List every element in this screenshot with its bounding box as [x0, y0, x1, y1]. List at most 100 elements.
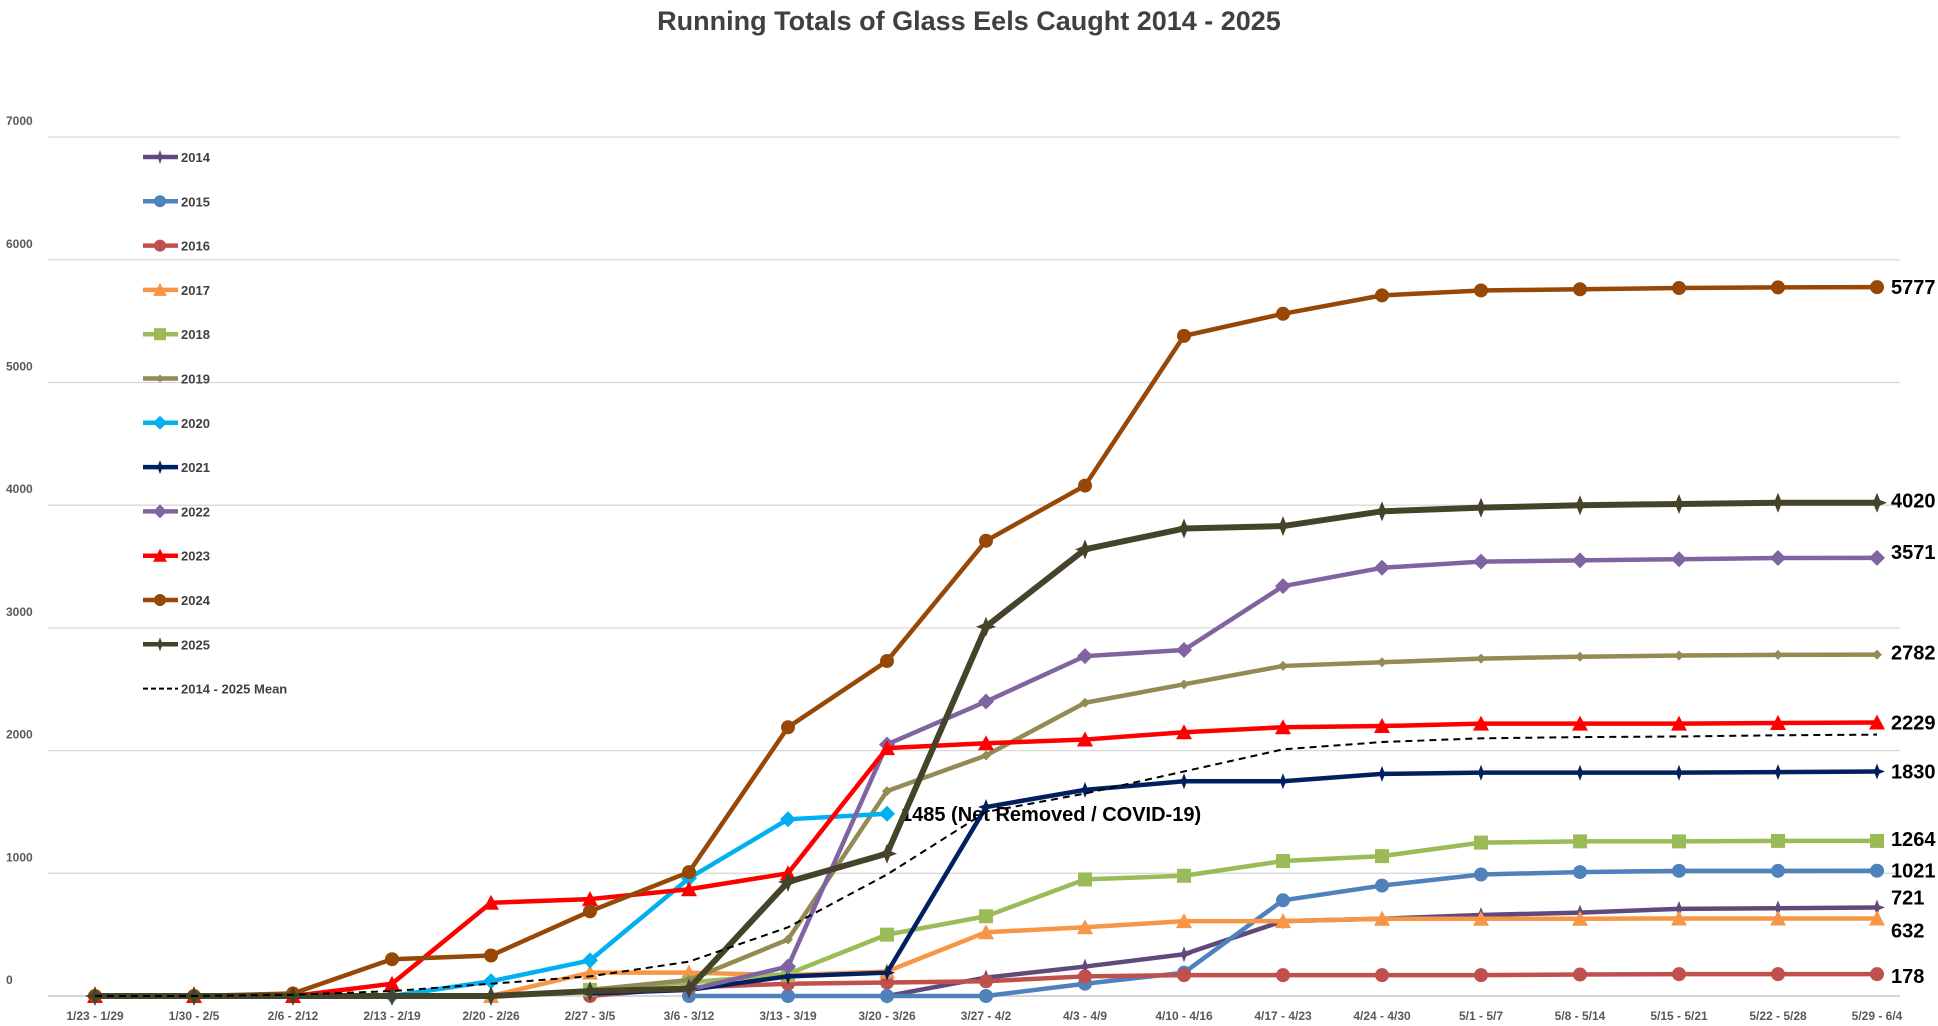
data-point — [780, 811, 796, 828]
series-line — [589, 652, 1878, 993]
data-point — [1573, 865, 1587, 880]
data-point — [882, 786, 892, 797]
data-point — [1177, 328, 1191, 343]
data-point — [1671, 551, 1687, 568]
data-point — [880, 989, 894, 1003]
data-point — [681, 881, 697, 897]
data-point — [1276, 854, 1290, 869]
data-point — [1273, 516, 1293, 537]
data-point — [1572, 764, 1588, 781]
data-point — [978, 693, 994, 710]
data-point — [1176, 724, 1192, 740]
legend-label: 2016 — [181, 239, 210, 254]
data-point — [1374, 910, 1390, 926]
data-point — [1869, 910, 1885, 926]
data-point — [979, 909, 993, 924]
data-point — [880, 927, 894, 942]
x-tick-label: 4/3 - 4/9 — [1063, 1009, 1107, 1023]
data-point — [1672, 834, 1686, 849]
data-point — [1672, 863, 1686, 878]
x-tick-label: 4/17 - 4/23 — [1254, 1009, 1312, 1023]
legend-label: 2023 — [181, 549, 210, 564]
data-point — [484, 948, 498, 963]
data-point — [1671, 715, 1687, 731]
legend-item: 2022 — [143, 504, 210, 519]
y-tick-label: 1000 — [6, 850, 33, 864]
end-value-label: 178 — [1891, 966, 1924, 988]
legend-label: 2015 — [181, 194, 210, 209]
data-point — [879, 740, 895, 756]
legend-marker — [153, 460, 167, 475]
data-point — [1177, 868, 1191, 883]
legend-marker — [154, 594, 166, 606]
x-tick-label: 5/29 - 6/4 — [1852, 1009, 1903, 1023]
data-point — [1771, 833, 1785, 848]
data-point — [1870, 967, 1884, 982]
legend-item: 2021 — [143, 460, 210, 475]
legend-item: 2015 — [143, 194, 210, 209]
data-point — [1177, 968, 1191, 983]
end-value-label: 3571 — [1891, 542, 1936, 564]
data-point — [781, 720, 795, 735]
data-point — [1473, 553, 1489, 570]
data-point — [1872, 649, 1882, 660]
data-point — [582, 891, 598, 907]
data-point — [1474, 867, 1488, 882]
data-point — [1275, 773, 1291, 790]
series-2021: 1830 — [582, 761, 1936, 1002]
data-point — [283, 986, 303, 1006]
x-tick-label: 3/27 - 4/2 — [961, 1009, 1012, 1023]
x-tick-label: 5/22 - 5/28 — [1749, 1009, 1807, 1023]
legend-label: 2020 — [181, 416, 210, 431]
data-point — [1870, 280, 1884, 295]
data-point — [1374, 718, 1390, 734]
data-point — [1474, 835, 1488, 850]
x-tick-label: 1/23 - 1/29 — [66, 1009, 124, 1023]
data-point — [481, 986, 501, 1006]
series-line — [391, 811, 888, 999]
data-point — [1276, 893, 1290, 908]
data-point — [1471, 497, 1491, 518]
data-point — [382, 986, 402, 1006]
data-point — [1179, 679, 1189, 690]
data-point — [778, 871, 798, 892]
legend-marker — [153, 415, 167, 430]
data-point — [1867, 492, 1887, 513]
end-value-label: 721 — [1891, 888, 1924, 910]
data-point — [978, 735, 994, 751]
y-tick-label: 7000 — [6, 114, 33, 128]
data-point — [877, 843, 897, 864]
data-point — [582, 964, 598, 980]
data-point — [1077, 648, 1093, 665]
y-tick-label: 5000 — [6, 360, 33, 374]
data-point — [580, 981, 600, 1002]
data-point — [1080, 697, 1090, 708]
data-point — [1572, 715, 1588, 731]
x-tick-label: 2/6 - 2/12 — [268, 1009, 319, 1023]
legend-item: 2014 — [143, 150, 211, 165]
x-tick-label: 4/24 - 4/30 — [1353, 1009, 1411, 1023]
legend-marker — [153, 548, 167, 562]
x-tick-label: 4/10 - 4/16 — [1155, 1009, 1213, 1023]
data-point — [1078, 969, 1092, 984]
data-point — [1476, 653, 1486, 664]
data-point — [1278, 660, 1288, 671]
data-point — [1372, 501, 1392, 522]
x-tick-label: 3/20 - 3/26 — [858, 1009, 916, 1023]
data-point — [1374, 559, 1390, 576]
data-point — [1275, 719, 1291, 735]
data-point — [1671, 910, 1687, 926]
series-2014-2025mean — [95, 733, 1878, 997]
data-point — [1671, 900, 1687, 917]
legend-label: 2014 — [181, 150, 211, 165]
legend-item: 2016 — [143, 239, 210, 254]
x-tick-label: 1/30 - 2/5 — [169, 1009, 220, 1023]
data-point — [976, 616, 996, 637]
chart-title: Running Totals of Glass Eels Caught 2014… — [657, 6, 1281, 36]
end-value-label: 1830 — [1891, 761, 1936, 783]
data-point — [1669, 494, 1689, 514]
series-line — [589, 838, 1877, 993]
legend-item: 2018 — [143, 327, 210, 342]
legend-marker — [154, 328, 166, 341]
